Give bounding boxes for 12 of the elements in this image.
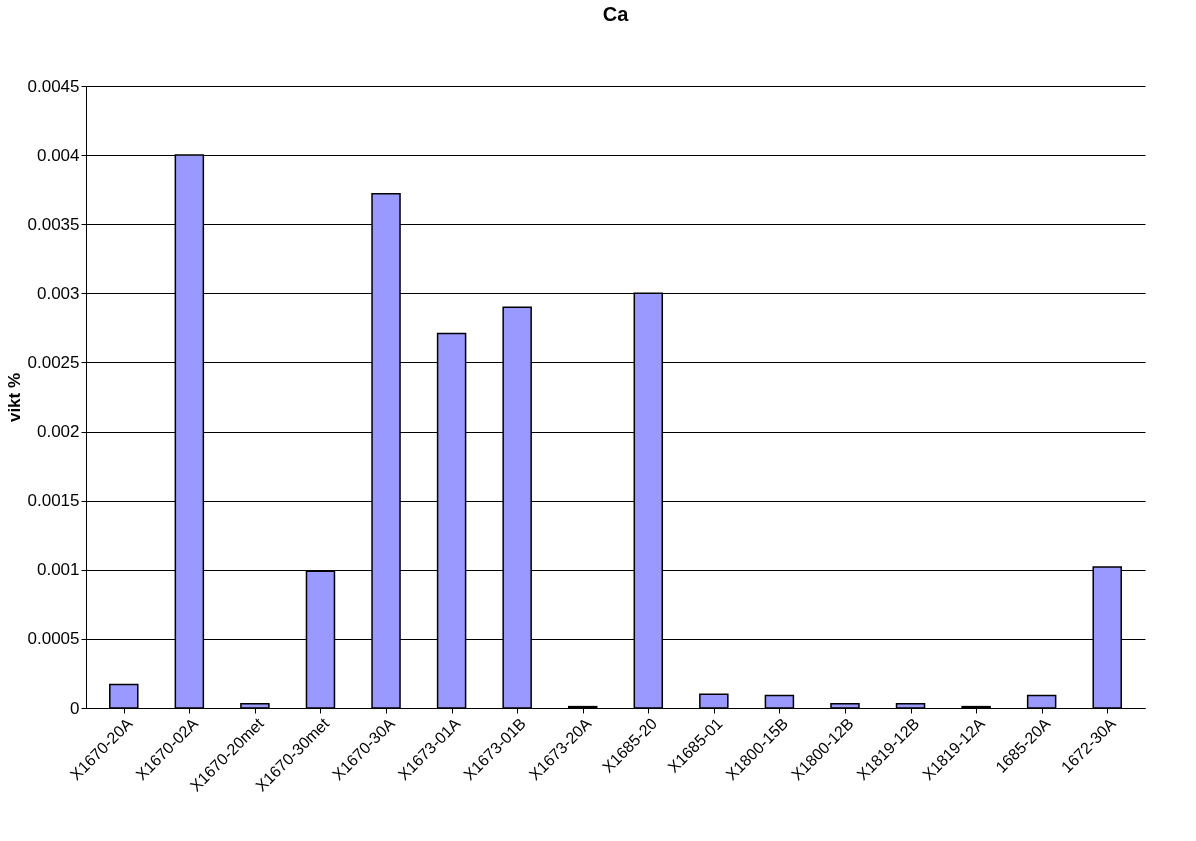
y-tick-label: 0.003: [36, 283, 80, 303]
y-tick-label: 0.0025: [27, 352, 80, 372]
y-tick-label: 0.004: [36, 145, 80, 165]
y-axis-title: vikt %: [4, 372, 24, 423]
chart-title: Ca: [602, 3, 630, 25]
y-tick-label: 0.0045: [27, 76, 80, 96]
y-tick-label: 0.001: [36, 560, 80, 580]
y-tick-label: 0.0015: [27, 491, 80, 511]
y-tick-label: 0: [70, 698, 80, 718]
y-tick-label: 0.0005: [27, 629, 80, 649]
y-tick-label: 0.002: [36, 422, 80, 442]
y-tick-label: 0.0035: [27, 214, 80, 234]
